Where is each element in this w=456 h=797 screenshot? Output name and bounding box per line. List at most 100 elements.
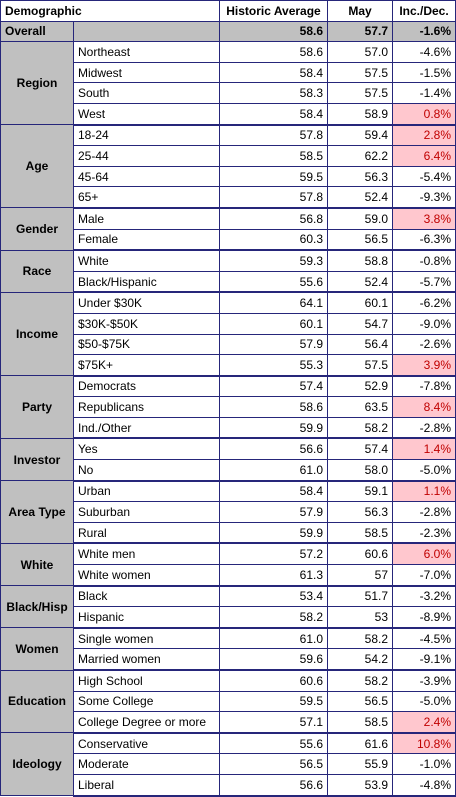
change-value: 3.8% [392,207,456,230]
table-row: Area Type Urban 58.4 59.1 1.1% [0,480,456,544]
historic-value: 59.9 [219,521,328,545]
header-inc-dec: Inc./Dec. [392,0,456,22]
may-value: 58.2 [327,416,393,440]
row-label: 65+ [73,186,220,209]
overall-label: Overall [0,20,74,43]
row-label: Male [73,207,220,230]
group-label: Income [0,291,74,377]
table-row: Hispanic 58.2 53 -8.9% [1,606,456,629]
change-value: -7.0% [392,564,456,587]
table-row: White White men 57.2 60.6 6.0% [0,542,456,587]
change-value: -9.1% [392,648,456,672]
row-label: 25-44 [73,145,220,167]
historic-value: 58.6 [219,396,328,418]
change-value: -9.0% [392,312,456,335]
may-value: 52.4 [327,270,393,294]
row-label: Black/Hispanic [73,270,220,294]
row-label: 45-64 [73,165,220,188]
may-value: 56.5 [327,228,393,252]
historic-value: 55.6 [219,732,328,755]
may-value: 52.4 [327,186,393,209]
row-label: White [73,249,220,272]
row-label: Midwest [73,61,220,84]
table-row: Republicans 58.6 63.5 8.4% [1,396,456,418]
may-value: 60.1 [327,291,393,314]
table-row: Midwest 58.4 57.5 -1.5% [1,61,456,84]
row-label: College Degree or more [73,711,220,734]
historic-value: 53.4 [219,585,328,608]
historic-value: 57.4 [219,375,328,398]
historic-value: 59.3 [219,249,328,272]
table-row: Education High School 60.6 58.2 -3.9% [0,669,456,734]
historic-value: 56.5 [219,753,328,775]
change-value: -5.0% [392,459,456,482]
historic-value: 55.3 [219,354,328,377]
group-label: White [0,542,74,587]
may-value: 59.0 [327,207,393,230]
change-value: -4.6% [392,41,456,63]
row-label: Republicans [73,396,220,418]
group-label: Age [0,124,74,209]
row-label: $30K-$50K [73,312,220,335]
historic-value: 57.9 [219,333,328,356]
row-label: West [73,102,220,126]
change-value: 2.4% [392,711,456,734]
row-label: Conservative [73,732,220,755]
change-value: 0.8% [392,102,456,126]
historic-value: 57.8 [219,186,328,209]
change-value: 1.1% [392,480,456,503]
change-value: -1.4% [392,82,456,104]
header-row: Demographic Historic Average May Inc./De… [0,0,456,22]
row-label: Rural [73,521,220,545]
overall-row: Overall 58.6 57.7 -1.6% [0,20,456,43]
historic-value: 59.6 [219,648,328,672]
change-value: -2.6% [392,333,456,356]
historic-value: 64.1 [219,291,328,314]
table-row: No 61.0 58.0 -5.0% [1,459,456,482]
table-row: Race White 59.3 58.8 -0.8% [0,249,456,293]
may-value: 59.1 [327,480,393,503]
historic-value: 56.8 [219,207,328,230]
row-label: Black [73,585,220,608]
change-value: -8.9% [392,606,456,629]
group-label: Area Type [0,480,74,544]
table-row: 65+ 57.8 52.4 -9.3% [1,186,456,209]
may-value: 56.5 [327,690,393,713]
may-value: 56.4 [327,333,393,356]
may-value: 58.5 [327,711,393,734]
header-may: May [327,0,393,22]
may-value: 56.3 [327,501,393,523]
change-value: 2.8% [392,124,456,147]
group-label: Race [0,249,74,293]
table-row: White women 61.3 57 -7.0% [1,564,456,587]
group-label: Black/Hisp [0,585,74,629]
table-row: $75K+ 55.3 57.5 3.9% [1,354,456,377]
table-body: Overall 58.6 57.7 -1.6% Region Northeast 5… [0,20,456,797]
row-label: Democrats [73,375,220,398]
overall-change: -1.6% [392,20,456,43]
historic-value: 61.0 [219,459,328,482]
historic-value: 59.9 [219,416,328,440]
row-label: Ind./Other [73,416,220,440]
change-value: -5.7% [392,270,456,294]
table-row: Women Single women 61.0 58.2 -4.5% [0,627,456,671]
may-value: 57.5 [327,61,393,84]
change-value: -5.4% [392,165,456,188]
row-label: Some College [73,690,220,713]
may-value: 52.9 [327,375,393,398]
change-value: 10.8% [392,732,456,755]
may-value: 54.2 [327,648,393,672]
may-value: 57.0 [327,41,393,63]
historic-value: 59.5 [219,690,328,713]
may-value: 59.4 [327,124,393,147]
may-value: 63.5 [327,396,393,418]
change-value: -2.8% [392,416,456,440]
change-value: -2.3% [392,521,456,545]
change-value: 8.4% [392,396,456,418]
historic-value: 57.8 [219,124,328,147]
table-row: Some College 59.5 56.5 -5.0% [1,690,456,713]
change-value: -2.8% [392,501,456,523]
table-row: Region Northeast 58.6 57.0 -4.6% [0,41,456,126]
may-value: 54.7 [327,312,393,335]
